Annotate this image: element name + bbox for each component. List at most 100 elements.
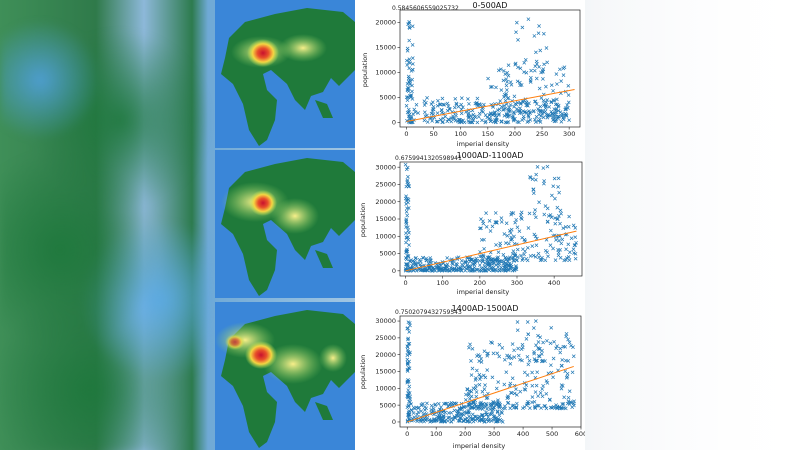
scatter-marker xyxy=(462,265,467,270)
scatter-marker xyxy=(551,98,556,102)
scatter-marker xyxy=(474,404,479,409)
scatter-marker xyxy=(484,224,489,229)
scatter-marker xyxy=(470,412,475,417)
scatter-marker xyxy=(506,257,511,261)
scatter-marker xyxy=(511,110,516,114)
scatter-marker xyxy=(430,119,435,123)
scatter-marker xyxy=(470,120,475,125)
scatter-marker xyxy=(530,400,534,405)
scatter-marker xyxy=(486,255,490,260)
scatter-marker xyxy=(503,72,508,77)
scatter-marker xyxy=(403,256,408,260)
scatter-marker xyxy=(474,414,478,419)
scatter-marker xyxy=(498,241,503,246)
scatter-marker xyxy=(549,325,554,330)
scatter-marker xyxy=(407,94,412,98)
scatter-marker xyxy=(406,174,410,179)
scatter-marker xyxy=(534,76,539,81)
scatter-marker xyxy=(436,401,441,406)
scatter-marker xyxy=(488,229,493,233)
scatter-marker xyxy=(404,103,409,108)
scatter-marker xyxy=(443,419,447,423)
scatter-marker xyxy=(422,412,427,416)
blurred-background-right xyxy=(585,0,800,450)
scatter-marker xyxy=(496,398,500,403)
scatter-marker xyxy=(541,103,546,108)
scatter-marker xyxy=(493,220,498,225)
scatter-marker xyxy=(529,75,533,80)
scatter-marker xyxy=(510,252,515,256)
y-tick-label: 20000 xyxy=(375,351,396,359)
scatter-marker xyxy=(473,378,478,382)
scatter-marker xyxy=(506,63,511,68)
scatter-marker xyxy=(413,110,418,114)
scatter-marker xyxy=(541,358,545,363)
scatter-marker xyxy=(408,266,412,270)
scatter-marker xyxy=(492,268,497,272)
scatter-marker xyxy=(444,401,449,406)
scatter-marker xyxy=(445,256,450,260)
scatter-marker xyxy=(449,119,454,124)
scatter-marker xyxy=(414,102,419,107)
scatter-marker xyxy=(565,103,570,107)
x-tick-label: 200 xyxy=(474,279,486,287)
scatter-marker xyxy=(437,102,442,107)
scatter-marker xyxy=(456,104,461,109)
scatter-marker xyxy=(449,265,453,270)
scatter-marker xyxy=(477,414,482,419)
scatter-marker xyxy=(508,361,513,366)
x-axis-label: imperial density xyxy=(457,288,510,296)
scatter-marker xyxy=(486,351,490,356)
scatter-marker xyxy=(466,409,471,413)
scatter-marker xyxy=(495,351,500,356)
scatter-marker xyxy=(405,182,410,187)
scatter-marker xyxy=(438,268,442,272)
scatter-marker xyxy=(454,268,459,272)
scatter-marker xyxy=(478,375,483,379)
scatter-marker xyxy=(573,226,578,230)
scatter-marker xyxy=(523,57,528,62)
scatter-marker xyxy=(499,216,504,220)
scatter-marker xyxy=(404,231,408,236)
scatter-marker xyxy=(407,341,412,346)
scatter-marker xyxy=(509,82,514,87)
scatter-marker xyxy=(499,119,504,124)
scatter-marker xyxy=(431,418,436,422)
scatter-marker xyxy=(409,402,414,406)
scatter-marker xyxy=(555,217,560,221)
scatter-marker xyxy=(505,70,510,75)
scatter-marker xyxy=(405,348,410,352)
scatter-marker xyxy=(571,354,576,359)
scatter-marker xyxy=(543,404,548,408)
scatter-marker xyxy=(535,403,540,408)
heat-blob xyxy=(263,344,323,384)
scatter-marker xyxy=(405,213,410,218)
scatter-marker xyxy=(536,31,541,36)
scatter-marker xyxy=(446,117,451,122)
scatter-marker xyxy=(572,251,576,255)
scatter-marker xyxy=(459,96,464,100)
scatter-marker xyxy=(407,230,411,235)
scatter-marker xyxy=(515,255,520,259)
scatter-marker xyxy=(425,95,429,100)
blurred-background-left xyxy=(0,0,210,450)
scatter-marker xyxy=(481,254,486,259)
scatter-marker xyxy=(512,348,516,353)
scatter-marker xyxy=(554,72,559,76)
scatter-marker xyxy=(491,265,496,270)
scatter-marker xyxy=(416,261,420,265)
scatter-marker xyxy=(524,337,529,341)
scatter-marker xyxy=(406,228,411,233)
y-tick-label: 25000 xyxy=(375,334,396,342)
scatter-marker xyxy=(484,119,488,124)
scatter-marker xyxy=(515,109,520,113)
x-tick-label: 100 xyxy=(437,279,449,287)
scatter-marker xyxy=(433,403,437,408)
scatter-marker xyxy=(453,118,458,123)
scatter-marker xyxy=(542,62,546,67)
scatter-marker xyxy=(533,234,538,239)
scatter-marker xyxy=(567,340,572,345)
scatter-marker xyxy=(466,391,471,396)
scatter-marker xyxy=(462,120,467,125)
scatter-marker xyxy=(506,268,510,273)
